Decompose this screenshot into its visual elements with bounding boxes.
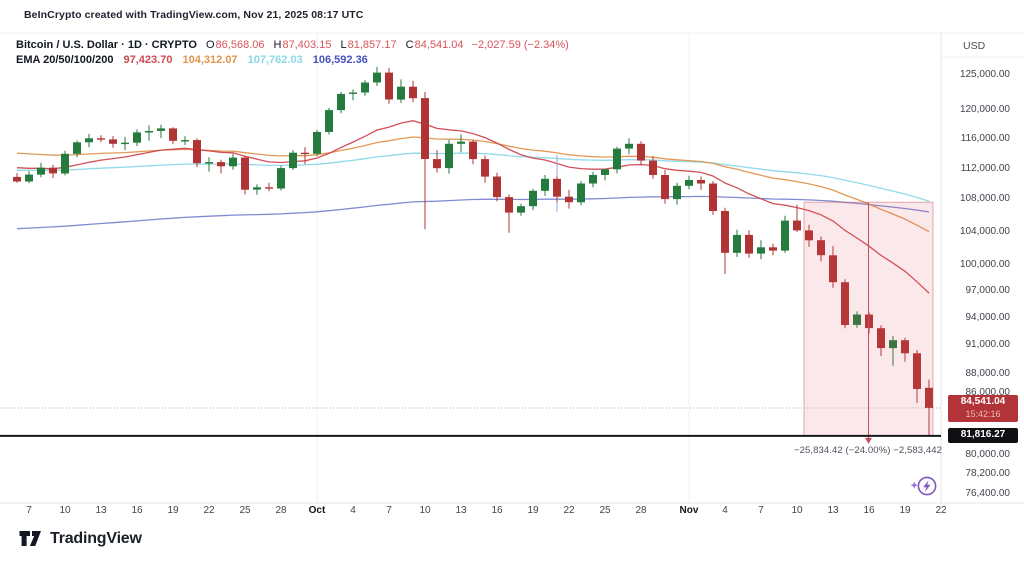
time-tick-label: 22 xyxy=(203,505,215,516)
price-tick-label: 120,000.00 xyxy=(959,104,1010,115)
time-tick-label: 22 xyxy=(563,505,575,516)
time-tick-label: 7 xyxy=(758,505,764,516)
ema50-value: 104,312.07 xyxy=(182,54,238,66)
time-tick-label: 19 xyxy=(167,505,179,516)
price-tick-label: 88,000.00 xyxy=(965,368,1011,379)
time-tick-label: 16 xyxy=(131,505,143,516)
time-tick-label: 13 xyxy=(827,505,839,516)
time-tick-label: 7 xyxy=(386,505,392,516)
open-value: 86,568.06 xyxy=(215,39,265,51)
price-tick-label: 80,000.00 xyxy=(965,449,1011,460)
tradingview-logo[interactable]: TradingView xyxy=(18,527,142,550)
current-price-badge: 84,541.04 15:42:16 xyxy=(948,395,1018,422)
legend-ema-row: EMA 20/50/100/200 97,423.70 104,312.07 1… xyxy=(16,53,569,67)
price-tick-label: 76,400.00 xyxy=(965,488,1011,499)
change-value: −2,027.59 (−2.34%) xyxy=(471,39,569,51)
high-label: H xyxy=(273,39,282,51)
time-tick-label: 25 xyxy=(599,505,611,516)
high-value: 87,403.15 xyxy=(282,39,332,51)
time-tick-label: 13 xyxy=(95,505,107,516)
price-tick-label: 91,000.00 xyxy=(965,339,1011,350)
price-tick-label: 78,200.00 xyxy=(965,468,1011,479)
attribution-watermark: BeInCrypto created with TradingView.com,… xyxy=(24,9,364,21)
price-tick-label: 112,000.00 xyxy=(960,163,1010,174)
time-tick-label: 25 xyxy=(239,505,251,516)
time-tick-label: 16 xyxy=(491,505,503,516)
open-label: O xyxy=(205,39,215,51)
time-tick-label: 7 xyxy=(26,505,32,516)
bar-close-countdown: 15:42:16 xyxy=(965,409,1001,419)
price-tick-label: 125,000.00 xyxy=(959,69,1010,80)
time-tick-label: 10 xyxy=(791,505,803,516)
time-tick-label: 22 xyxy=(935,505,947,516)
ema20-value: 97,423.70 xyxy=(123,54,173,66)
low-label: L xyxy=(340,39,347,51)
price-tick-label: 108,000.00 xyxy=(959,193,1010,204)
close-label: C xyxy=(405,39,414,51)
ema-indicator-label[interactable]: EMA 20/50/100/200 xyxy=(16,54,114,66)
price-tick-label: 86,000.00 xyxy=(965,387,1011,398)
hline-price-badge: 81,816.27 xyxy=(948,428,1018,443)
time-tick-label: Nov xyxy=(679,505,699,516)
chart-legend: Bitcoin / U.S. Dollar · 1D · CRYPTO O86,… xyxy=(16,38,569,67)
price-tick-label: 97,000.00 xyxy=(965,285,1011,296)
symbol-title[interactable]: Bitcoin / U.S. Dollar · 1D · CRYPTO xyxy=(16,39,197,51)
candles[interactable] xyxy=(13,66,933,436)
time-tick-label: 19 xyxy=(899,505,911,516)
time-tick-label: 10 xyxy=(59,505,71,516)
low-value: 81,857.17 xyxy=(347,39,397,51)
ema200-value: 106,592.36 xyxy=(312,54,368,66)
ema20-line[interactable] xyxy=(16,120,930,294)
ema200-line[interactable] xyxy=(16,195,930,230)
tradingview-mark-icon xyxy=(19,531,41,546)
price-axis-currency[interactable]: USD xyxy=(963,40,986,52)
flash-icon[interactable] xyxy=(906,471,942,501)
time-tick-label: 4 xyxy=(722,505,728,516)
time-tick-label: Oct xyxy=(308,505,326,516)
ema100-value: 107,762.03 xyxy=(247,54,303,66)
time-tick-label: 28 xyxy=(635,505,647,516)
time-tick-label: 4 xyxy=(350,505,356,516)
price-tick-label: 116,000.00 xyxy=(960,133,1010,144)
price-tick-label: 100,000.00 xyxy=(959,259,1010,270)
time-tick-label: 16 xyxy=(863,505,875,516)
time-tick-label: 13 xyxy=(455,505,467,516)
legend-main-row: Bitcoin / U.S. Dollar · 1D · CRYPTO O86,… xyxy=(16,38,569,52)
time-tick-label: 28 xyxy=(275,505,287,516)
time-tick-label: 10 xyxy=(419,505,431,516)
time-tick-label: 19 xyxy=(527,505,539,516)
close-value: 84,541.04 xyxy=(414,39,464,51)
price-tick-label: 94,000.00 xyxy=(965,312,1011,323)
measure-label: −25,834.42 (−24.00%) −2,583,442 xyxy=(793,445,943,456)
tradingview-logo-text: TradingView xyxy=(50,529,142,547)
price-tick-label: 104,000.00 xyxy=(959,226,1010,237)
